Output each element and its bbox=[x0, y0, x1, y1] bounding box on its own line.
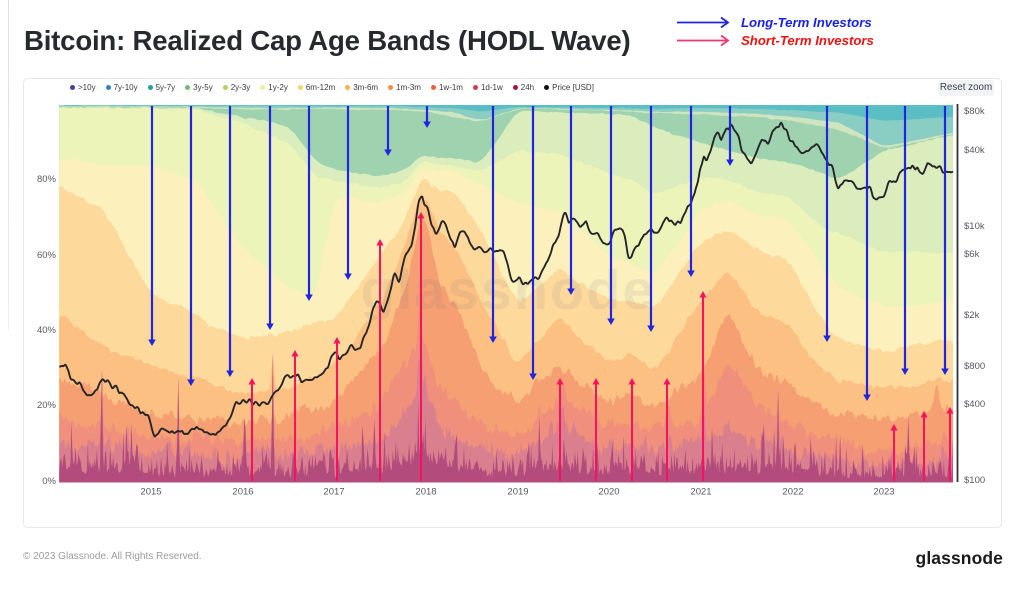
svg-text:2017: 2017 bbox=[323, 487, 344, 498]
svg-text:$10k: $10k bbox=[964, 221, 985, 232]
svg-text:60%: 60% bbox=[37, 250, 57, 261]
svg-text:$400: $400 bbox=[964, 399, 985, 410]
svg-text:2019: 2019 bbox=[507, 487, 528, 498]
svg-text:$80k: $80k bbox=[964, 106, 985, 117]
svg-text:$2k: $2k bbox=[964, 310, 980, 321]
svg-text:2016: 2016 bbox=[232, 487, 253, 498]
svg-text:0%: 0% bbox=[42, 476, 56, 487]
svg-text:2023: 2023 bbox=[873, 487, 894, 498]
svg-text:2015: 2015 bbox=[140, 487, 161, 498]
svg-text:$40k: $40k bbox=[964, 145, 985, 156]
svg-text:2021: 2021 bbox=[690, 487, 711, 498]
svg-text:2020: 2020 bbox=[598, 487, 619, 498]
svg-text:glassnode: glassnode bbox=[361, 258, 656, 321]
svg-text:$800: $800 bbox=[964, 361, 985, 372]
svg-text:2018: 2018 bbox=[415, 487, 436, 498]
svg-text:$100: $100 bbox=[964, 475, 985, 486]
svg-text:$6k: $6k bbox=[964, 249, 980, 260]
svg-text:40%: 40% bbox=[37, 325, 57, 336]
svg-text:2022: 2022 bbox=[782, 487, 803, 498]
svg-text:20%: 20% bbox=[37, 400, 57, 411]
svg-text:80%: 80% bbox=[37, 174, 57, 185]
